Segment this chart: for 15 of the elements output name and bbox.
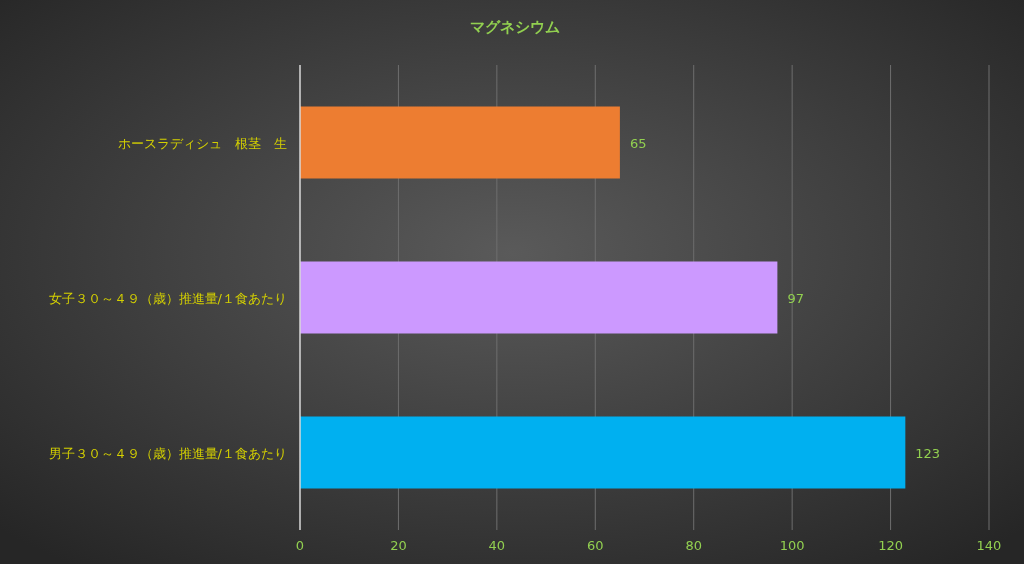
- data-label: 97: [787, 290, 804, 306]
- x-tick-label: 0: [295, 538, 305, 553]
- x-tick-label: 80: [685, 538, 702, 553]
- data-label: 123: [915, 445, 941, 461]
- x-tick-label: 60: [587, 538, 604, 553]
- x-tick-label: 100: [779, 538, 805, 553]
- y-tick-label: 男子３０～４９（歳）推進量/１食あたり: [48, 445, 287, 461]
- y-tick-label: 女子３０～４９（歳）推進量/１食あたり: [48, 290, 287, 306]
- y-tick-label: ホースラディシュ 根茎 生: [118, 135, 287, 151]
- x-tick-label: 20: [390, 538, 407, 553]
- x-tick-label: 120: [878, 538, 903, 553]
- chart-title: マグネシウム: [469, 18, 560, 36]
- x-tick-label: 40: [488, 538, 506, 553]
- data-label: 65: [629, 135, 647, 151]
- x-tick-label: 140: [976, 538, 1002, 553]
